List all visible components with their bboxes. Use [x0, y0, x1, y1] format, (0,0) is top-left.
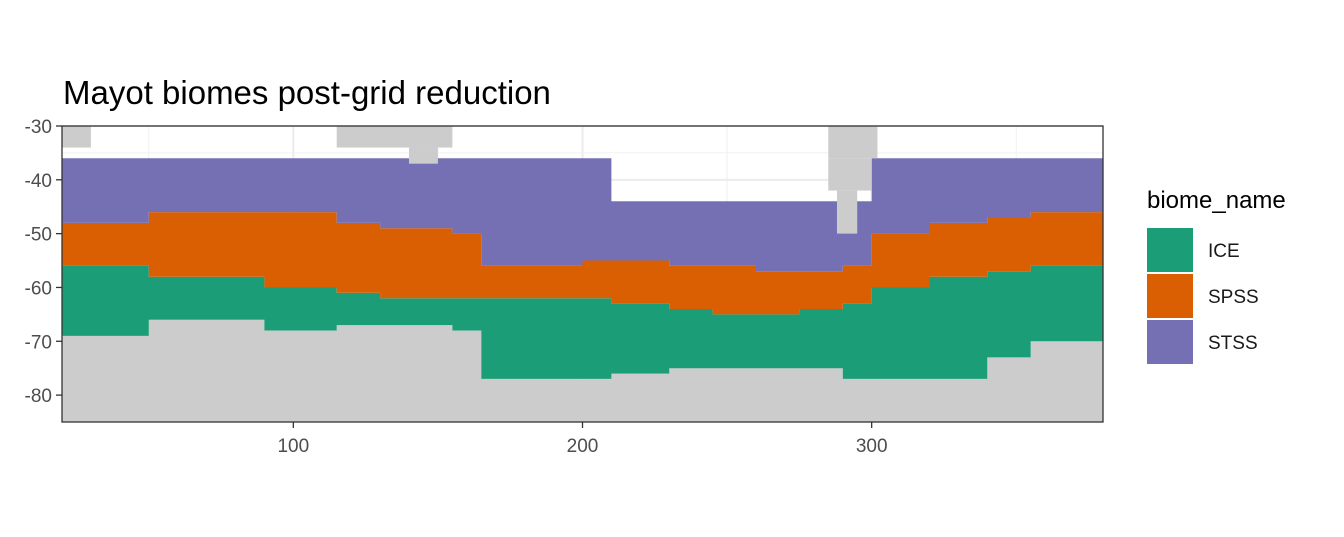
land-patch-south-america — [828, 158, 872, 191]
land-patch-australia — [409, 147, 438, 164]
y-tick-label: -50 — [25, 225, 52, 246]
x-tick-label: 200 — [567, 436, 599, 457]
y-tick-label: -80 — [25, 386, 52, 407]
antarctic-land-band — [62, 319, 1103, 422]
legend-label-stss: STSS — [1208, 333, 1258, 354]
biome-areas — [62, 158, 1103, 379]
land-patch-australia — [336, 126, 453, 148]
chart-title: Mayot biomes post-grid reduction — [63, 74, 551, 111]
land-patch-south-america — [836, 190, 858, 234]
x-tick-label: 100 — [277, 436, 309, 457]
y-tick-label: -40 — [25, 171, 52, 192]
land-top-patches — [62, 126, 878, 234]
biome-ice-band — [62, 265, 1103, 379]
y-tick-label: -70 — [25, 332, 52, 353]
land-patch-south-america — [828, 126, 878, 159]
legend-key-stss — [1147, 320, 1193, 364]
legend-label-ice: ICE — [1208, 241, 1240, 262]
y-tick-label: -30 — [25, 117, 52, 138]
legend-key-spss — [1147, 274, 1193, 318]
x-axis: 100 200 300 — [277, 422, 888, 457]
legend: biome_name ICE SPSS STSS — [1147, 187, 1286, 364]
legend-label-spss: SPSS — [1208, 287, 1259, 308]
y-tick-label: -60 — [25, 278, 52, 299]
biome-stss-band — [62, 158, 1103, 272]
y-axis: -30 -40 -50 -60 -70 -80 — [25, 117, 62, 407]
land-patch-africa — [62, 126, 91, 148]
land-area — [62, 319, 1103, 422]
x-tick-label: 300 — [856, 436, 888, 457]
legend-title: biome_name — [1147, 187, 1286, 214]
legend-key-ice — [1147, 228, 1193, 272]
